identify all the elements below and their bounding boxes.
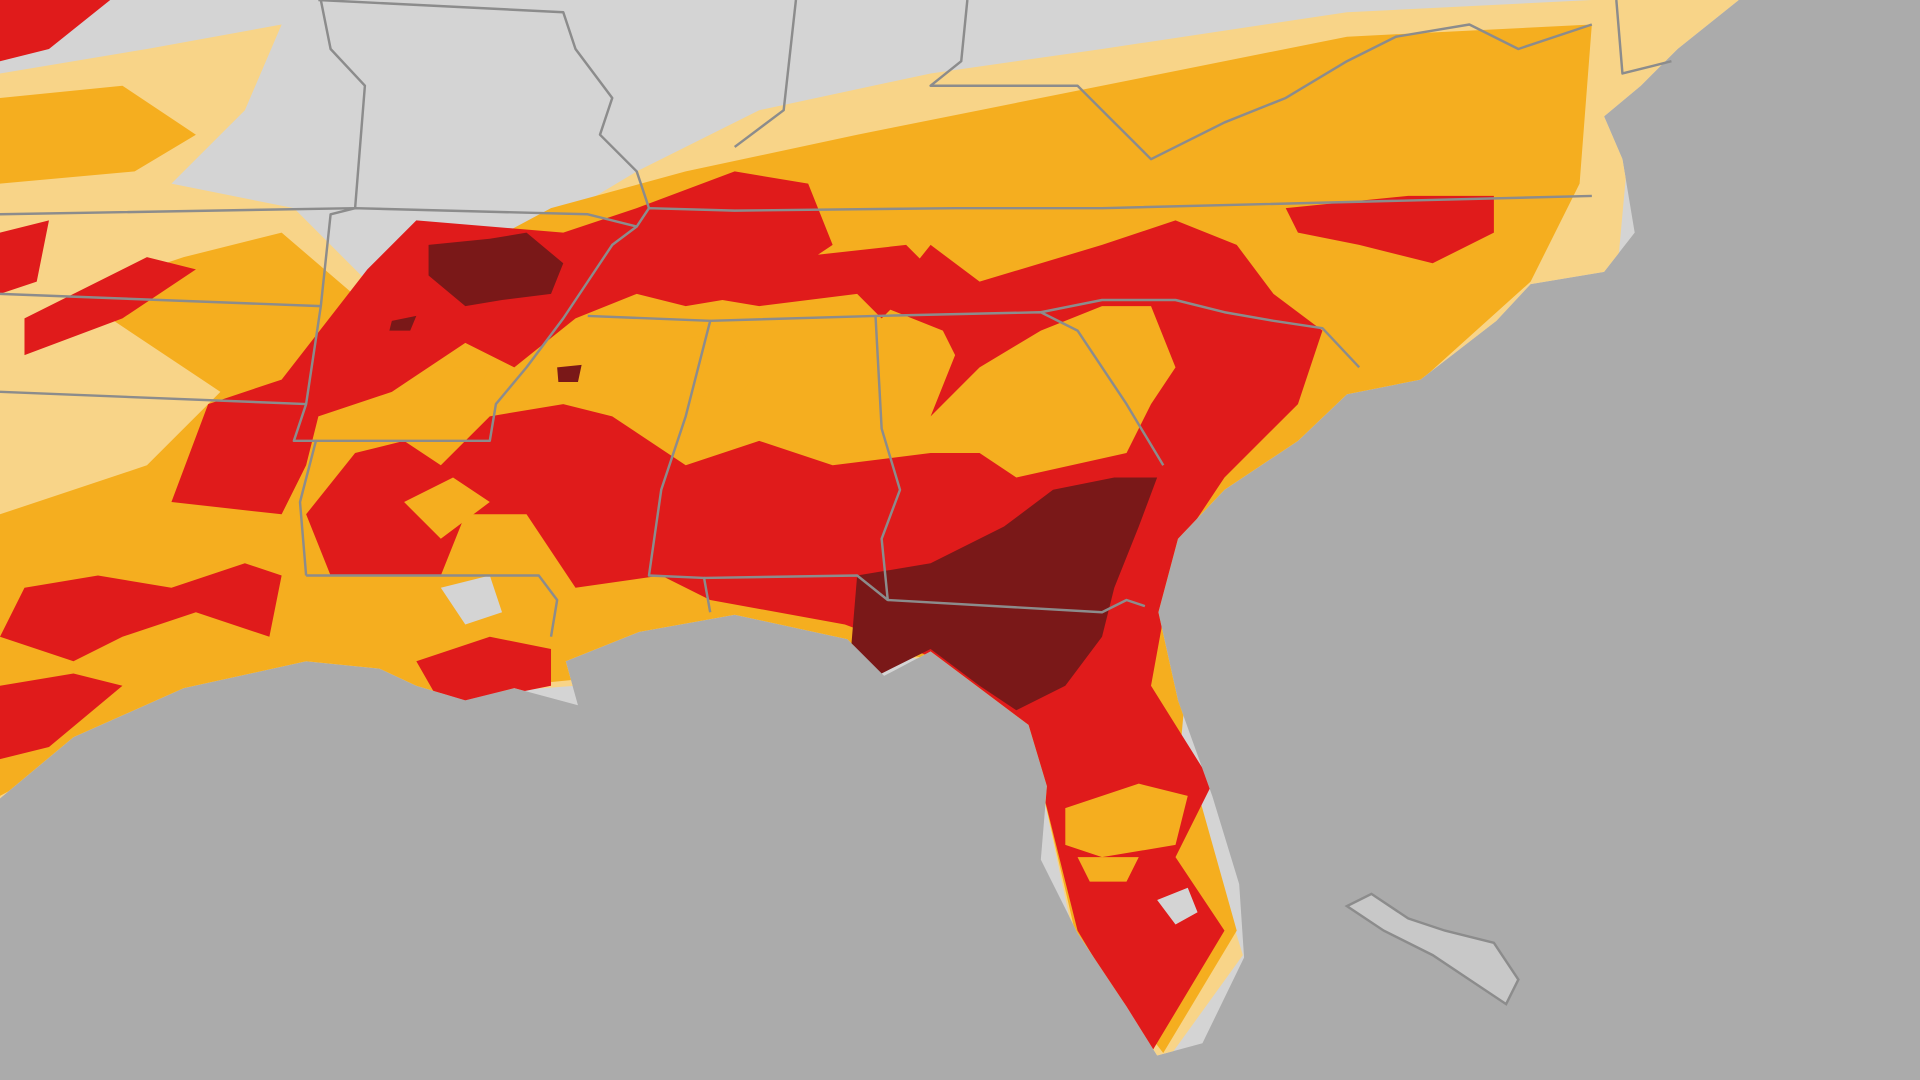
drought-moderate-patches bbox=[404, 330, 1188, 882]
drought-extreme bbox=[389, 232, 1158, 711]
islands bbox=[1344, 892, 1520, 1006]
state-borders bbox=[0, 0, 1672, 637]
